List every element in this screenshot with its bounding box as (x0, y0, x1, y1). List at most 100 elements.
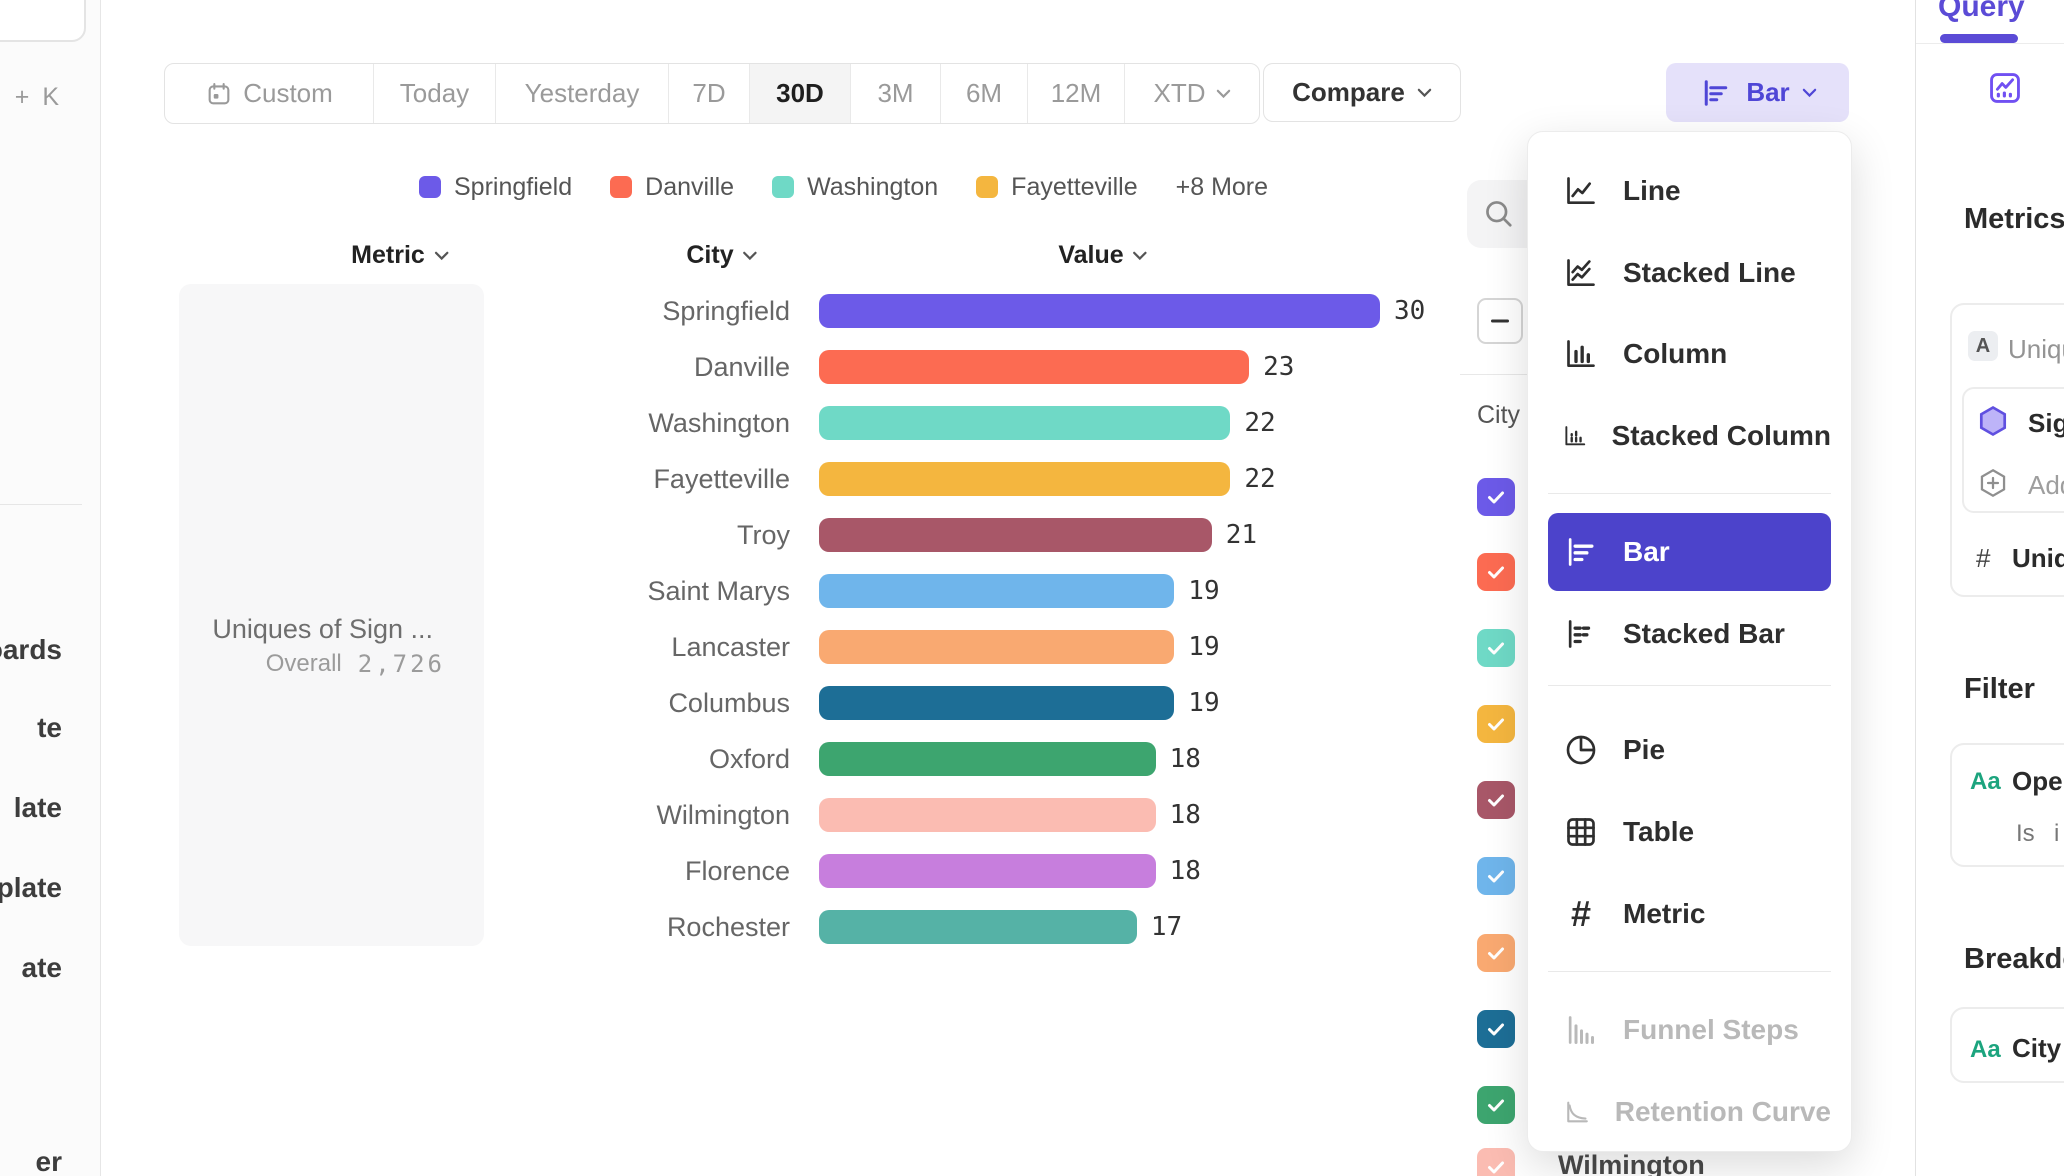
tab-query[interactable]: Query (1938, 0, 2025, 23)
header-label: Value (1058, 241, 1124, 269)
city-column-header[interactable]: City (686, 241, 757, 270)
legend-swatch (610, 176, 633, 198)
legend-more[interactable]: +8 More (1176, 173, 1268, 202)
string-type-badge: Aa (1970, 768, 2001, 795)
column-chart-icon (1567, 340, 1595, 367)
metric-card[interactable]: Uniques of Sign ... Overall 2,726 (179, 284, 484, 946)
menu-item-bar-selected[interactable]: Bar (1548, 513, 1831, 591)
breakdown-property-label: City (2012, 1033, 2062, 1063)
range-3m[interactable]: 3M (850, 64, 940, 123)
bar[interactable] (819, 574, 1175, 608)
bar[interactable] (819, 350, 1250, 384)
compare-label: Compare (1292, 77, 1405, 107)
legend-label: Springfield (454, 172, 573, 201)
sidebar-item-boards[interactable]: boards (0, 634, 62, 665)
line-chart-icon (1567, 177, 1595, 204)
event-badge-a: A (1968, 331, 1998, 361)
bar-category-label: Troy (737, 519, 790, 550)
range-custom[interactable]: Custom (165, 64, 373, 123)
bar[interactable] (819, 294, 1380, 328)
menu-item-stacked-line[interactable]: Stacked Line (1548, 235, 1831, 311)
chart-panel-icon[interactable] (1986, 69, 2024, 107)
hash-icon: # (1570, 893, 1592, 934)
menu-item-label: Stacked Column (1611, 420, 1831, 451)
header-label: City (686, 241, 734, 269)
legend-item[interactable]: Springfield (419, 173, 572, 202)
breakdown-card[interactable] (1950, 1007, 2064, 1083)
bar[interactable] (819, 630, 1175, 664)
divider (1548, 971, 1831, 972)
menu-item-table[interactable]: Table (1548, 794, 1831, 870)
search-icon (1486, 201, 1512, 227)
table-row: Danville 23 (500, 350, 1294, 384)
select-all-checkbox-indeterminate[interactable] (1477, 298, 1523, 344)
menu-item-stacked-bar[interactable]: Stacked Bar (1548, 596, 1831, 672)
bar[interactable] (819, 798, 1156, 832)
city-checkbox-fayetteville[interactable] (1477, 705, 1515, 743)
menu-item-metric[interactable]: # Metric (1548, 876, 1831, 952)
add-event-hexagon-icon[interactable] (1976, 466, 2010, 500)
bar[interactable] (819, 462, 1231, 496)
bar[interactable] (819, 910, 1137, 944)
bar[interactable] (819, 854, 1156, 888)
city-checkbox-danville[interactable] (1477, 553, 1515, 591)
bar-category-label: Fayetteville (653, 463, 790, 494)
sidebar-item-plate[interactable]: plate (0, 872, 62, 903)
table-row: Springfield 30 (500, 294, 1425, 328)
metric-column-header[interactable]: Metric (351, 241, 449, 270)
table-row: Washington 22 (500, 406, 1276, 440)
bar-category-label: Florence (684, 855, 790, 886)
city-checkbox-springfield[interactable] (1477, 478, 1515, 516)
range-yesterday[interactable]: Yesterday (495, 64, 668, 123)
legend-item[interactable]: Washington (772, 173, 938, 202)
chart-type-button[interactable]: Bar (1666, 63, 1849, 122)
sidebar-item-ate[interactable]: ate (21, 952, 62, 983)
pie-chart-icon (1566, 735, 1596, 765)
legend-item[interactable]: Fayetteville (976, 173, 1138, 202)
event-sub-card[interactable] (1962, 387, 2064, 513)
range-7d[interactable]: 7D (668, 64, 749, 123)
city-checkbox-washington[interactable] (1477, 629, 1515, 667)
add-event-label[interactable]: Add (2028, 470, 2064, 500)
value-column-header[interactable]: Value (1058, 241, 1147, 270)
bar-chart-icon (1705, 79, 1728, 106)
check-icon (1488, 718, 1504, 731)
city-checkbox-troy[interactable] (1477, 781, 1515, 819)
bar[interactable] (819, 406, 1231, 440)
chevron-down-icon (743, 251, 757, 260)
bar[interactable] (819, 742, 1156, 776)
city-checkbox-lancaster[interactable] (1477, 934, 1515, 972)
bar-value-label: 22 (1244, 408, 1276, 438)
compare-button[interactable]: Compare (1263, 63, 1461, 122)
sidebar-item-te[interactable]: te (37, 712, 62, 743)
menu-item-line[interactable]: Line (1548, 153, 1831, 229)
range-xtd[interactable]: XTD (1124, 64, 1259, 123)
range-6m[interactable]: 6M (940, 64, 1027, 123)
bar[interactable] (819, 518, 1212, 552)
menu-item-stacked-column[interactable]: Stacked Column (1548, 398, 1831, 474)
legend-item[interactable]: Danville (610, 173, 734, 202)
filter-card[interactable] (1950, 743, 2064, 867)
menu-item-label: Bar (1623, 536, 1670, 567)
menu-item-label: Line (1623, 175, 1681, 206)
bar[interactable] (819, 686, 1175, 720)
search-box-partial[interactable] (0, 0, 86, 42)
sidebar-item-er[interactable]: er (35, 1146, 62, 1176)
city-checkbox-wilmington[interactable] (1477, 1148, 1515, 1176)
city-checkbox-oxford[interactable] (1477, 1086, 1515, 1124)
range-today[interactable]: Today (373, 64, 495, 123)
menu-item-funnel-steps-disabled: Funnel Steps (1548, 992, 1831, 1068)
city-checkbox-saint-marys[interactable] (1477, 857, 1515, 895)
city-checkbox-columbus[interactable] (1477, 1010, 1515, 1048)
sidebar-item-late[interactable]: late (13, 792, 62, 823)
range-12m[interactable]: 12M (1027, 64, 1124, 123)
range-30d-selected[interactable]: 30D (749, 64, 850, 123)
filter-operator[interactable]: Is (2016, 820, 2035, 847)
chevron-down-icon (1802, 88, 1816, 97)
filter-value[interactable]: i (2054, 820, 2060, 847)
menu-item-pie[interactable]: Pie (1548, 712, 1831, 788)
legend-swatch (419, 176, 441, 198)
range-label: Today (399, 78, 470, 108)
menu-item-column[interactable]: Column (1548, 316, 1831, 392)
menu-item-label: Stacked Line (1623, 257, 1796, 288)
